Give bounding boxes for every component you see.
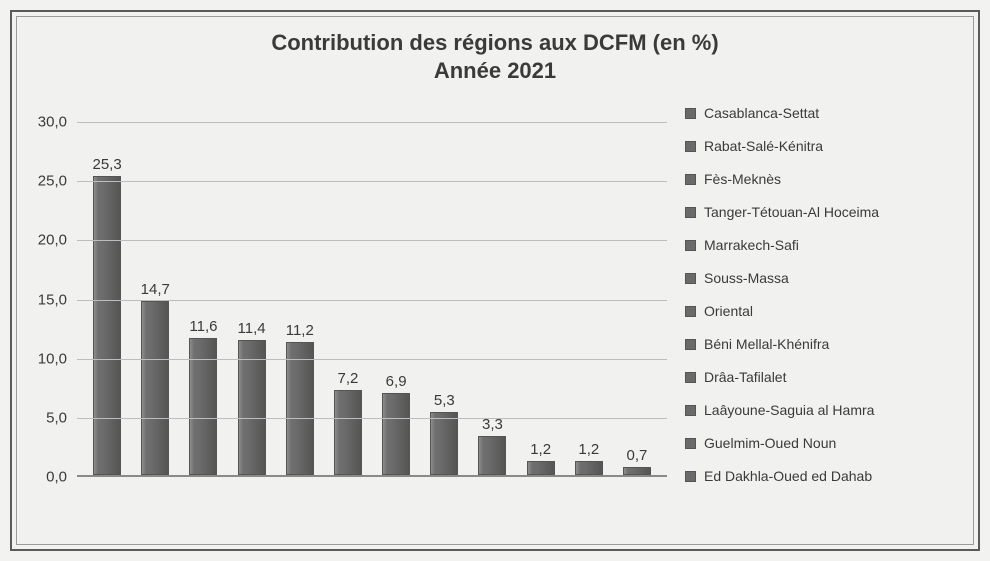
bar: 7,2 bbox=[334, 390, 362, 475]
bar: 11,4 bbox=[238, 340, 266, 475]
legend-item: Fès-Meknès bbox=[685, 171, 955, 187]
y-axis-tick-label: 30,0 bbox=[17, 114, 67, 131]
bars-container: 25,3 14,7 11,6 11,4 11,2 7,2 6,9 5,3 3,3 1,2 1,2 0,… bbox=[77, 120, 667, 475]
legend-label: Rabat-Salé-Kénitra bbox=[704, 138, 823, 154]
bar-slot: 1,2 bbox=[517, 120, 565, 475]
gridline bbox=[77, 181, 667, 182]
legend-label: Drâa-Tafilalet bbox=[704, 369, 786, 385]
gridline bbox=[77, 359, 667, 360]
bar-value-label: 7,2 bbox=[338, 370, 359, 387]
bar-slot: 0,7 bbox=[613, 120, 661, 475]
chart-inner-frame: Contribution des régions aux DCFM (en %)… bbox=[16, 16, 974, 545]
chart-area: 25,3 14,7 11,6 11,4 11,2 7,2 6,9 5,3 3,3 1,2 1,2 0,… bbox=[77, 122, 667, 507]
bar-slot: 11,4 bbox=[228, 120, 276, 475]
gridline bbox=[77, 300, 667, 301]
chart-title: Contribution des régions aux DCFM (en %)… bbox=[17, 17, 973, 84]
legend-swatch bbox=[685, 438, 696, 449]
legend-item: Drâa-Tafilalet bbox=[685, 369, 955, 385]
bar-slot: 5,3 bbox=[420, 120, 468, 475]
y-axis-tick-label: 20,0 bbox=[17, 232, 67, 249]
bar-value-label: 6,9 bbox=[386, 373, 407, 390]
bar-slot: 14,7 bbox=[131, 120, 179, 475]
bar: 6,9 bbox=[382, 393, 410, 475]
legend-item: Béni Mellal-Khénifra bbox=[685, 336, 955, 352]
legend-swatch bbox=[685, 273, 696, 284]
y-axis-tick-label: 25,0 bbox=[17, 173, 67, 190]
bar-value-label: 5,3 bbox=[434, 392, 455, 409]
legend-label: Marrakech-Safi bbox=[704, 237, 799, 253]
bar-value-label: 11,2 bbox=[286, 322, 314, 339]
bar-slot: 11,2 bbox=[276, 120, 324, 475]
legend-item: Rabat-Salé-Kénitra bbox=[685, 138, 955, 154]
bar: 5,3 bbox=[430, 412, 458, 475]
gridline bbox=[77, 122, 667, 123]
legend-item: Marrakech-Safi bbox=[685, 237, 955, 253]
legend-label: Oriental bbox=[704, 303, 753, 319]
bar-slot: 7,2 bbox=[324, 120, 372, 475]
legend-swatch bbox=[685, 372, 696, 383]
legend-label: Fès-Meknès bbox=[704, 171, 781, 187]
y-axis-tick-label: 0,0 bbox=[17, 469, 67, 486]
legend-swatch bbox=[685, 240, 696, 251]
legend-swatch bbox=[685, 174, 696, 185]
y-axis-tick-label: 10,0 bbox=[17, 350, 67, 367]
bar: 14,7 bbox=[141, 301, 169, 475]
bar-slot: 1,2 bbox=[565, 120, 613, 475]
legend: Casablanca-Settat Rabat-Salé-Kénitra Fès-M… bbox=[685, 105, 955, 484]
bar-slot: 25,3 bbox=[83, 120, 131, 475]
bar: 25,3 bbox=[93, 176, 121, 475]
legend-item: Casablanca-Settat bbox=[685, 105, 955, 121]
bar-value-label: 14,7 bbox=[141, 281, 170, 298]
legend-swatch bbox=[685, 108, 696, 119]
legend-label: Casablanca-Settat bbox=[704, 105, 819, 121]
bar-value-label: 0,7 bbox=[627, 447, 648, 464]
legend-label: Guelmim-Oued Noun bbox=[704, 435, 836, 451]
legend-item: Tanger-Tétouan-Al Hoceima bbox=[685, 204, 955, 220]
legend-label: Ed Dakhla-Oued ed Dahab bbox=[704, 468, 872, 484]
chart-outer-frame: Contribution des régions aux DCFM (en %)… bbox=[10, 10, 980, 551]
bar: 1,2 bbox=[527, 461, 555, 475]
legend-swatch bbox=[685, 339, 696, 350]
gridline bbox=[77, 240, 667, 241]
legend-label: Souss-Massa bbox=[704, 270, 789, 286]
legend-label: Béni Mellal-Khénifra bbox=[704, 336, 829, 352]
y-axis-tick-label: 5,0 bbox=[17, 409, 67, 426]
chart-title-line1: Contribution des régions aux DCFM (en %) bbox=[17, 29, 973, 57]
bar-value-label: 11,4 bbox=[238, 320, 266, 337]
plot-region: 25,3 14,7 11,6 11,4 11,2 7,2 6,9 5,3 3,3 1,2 1,2 0,… bbox=[77, 122, 667, 477]
bar-value-label: 11,6 bbox=[189, 318, 217, 335]
bar-slot: 3,3 bbox=[468, 120, 516, 475]
legend-item: Oriental bbox=[685, 303, 955, 319]
legend-swatch bbox=[685, 306, 696, 317]
bar-slot: 11,6 bbox=[179, 120, 227, 475]
legend-item: Souss-Massa bbox=[685, 270, 955, 286]
bar: 11,2 bbox=[286, 342, 314, 475]
bar: 0,7 bbox=[623, 467, 651, 475]
legend-item: Ed Dakhla-Oued ed Dahab bbox=[685, 468, 955, 484]
legend-label: Laâyoune-Saguia al Hamra bbox=[704, 402, 874, 418]
bar-slot: 6,9 bbox=[372, 120, 420, 475]
legend-swatch bbox=[685, 471, 696, 482]
y-axis-tick-label: 15,0 bbox=[17, 291, 67, 308]
legend-item: Laâyoune-Saguia al Hamra bbox=[685, 402, 955, 418]
legend-swatch bbox=[685, 141, 696, 152]
bar-value-label: 1,2 bbox=[578, 441, 599, 458]
legend-swatch bbox=[685, 405, 696, 416]
gridline bbox=[77, 418, 667, 419]
legend-label: Tanger-Tétouan-Al Hoceima bbox=[704, 204, 879, 220]
bar-value-label: 25,3 bbox=[92, 156, 121, 173]
bar: 3,3 bbox=[478, 436, 506, 475]
legend-swatch bbox=[685, 207, 696, 218]
bar-value-label: 1,2 bbox=[530, 441, 551, 458]
chart-title-line2: Année 2021 bbox=[17, 57, 973, 85]
legend-item: Guelmim-Oued Noun bbox=[685, 435, 955, 451]
bar: 1,2 bbox=[575, 461, 603, 475]
